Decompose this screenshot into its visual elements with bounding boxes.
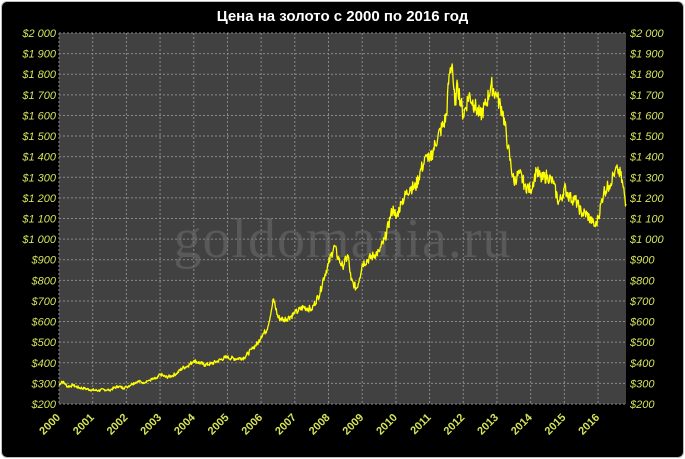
y-tick-label-right: $400 <box>629 358 655 370</box>
y-tick-label-right: $1 500 <box>629 131 665 143</box>
y-tick-label-left: $1 200 <box>21 193 57 205</box>
y-tick-label-right: $900 <box>629 255 655 267</box>
x-tick-label: 2015 <box>543 412 569 438</box>
y-tick-label-left: $2 000 <box>21 28 57 40</box>
x-tick-label: 2010 <box>374 412 400 438</box>
x-tick-label: 2006 <box>239 412 265 438</box>
y-tick-label-left: $1 500 <box>21 131 57 143</box>
y-tick-label-right: $1 400 <box>629 152 665 164</box>
watermark-text: goldomania.ru <box>173 208 511 270</box>
x-tick-label: 2008 <box>307 412 333 438</box>
y-tick-label-left: $1 300 <box>21 172 57 184</box>
y-tick-label-right: $1 000 <box>629 234 665 246</box>
y-tick-label-right: $300 <box>629 378 655 390</box>
y-tick-label-right: $1 800 <box>629 69 665 81</box>
x-tick-label: 2002 <box>105 412 131 438</box>
x-tick-label: 2012 <box>442 412 468 438</box>
y-tick-label-left: $1 100 <box>21 214 57 226</box>
x-tick-label: 2000 <box>37 412 63 438</box>
y-tick-label-right: $1 700 <box>629 90 665 102</box>
y-tick-label-right: $500 <box>629 337 655 349</box>
y-tick-label-left: $400 <box>31 358 57 370</box>
y-tick-label-left: $1 900 <box>21 49 57 61</box>
x-tick-label: 2016 <box>576 412 602 438</box>
x-tick-label: 2014 <box>509 411 535 437</box>
y-tick-label-right: $600 <box>629 317 655 329</box>
x-tick-label: 2009 <box>341 412 367 438</box>
y-tick-label-left: $700 <box>31 296 57 308</box>
y-tick-label-left: $600 <box>31 317 57 329</box>
gold-price-line <box>58 63 627 393</box>
y-tick-label-left: $500 <box>31 337 57 349</box>
y-tick-label-left: $900 <box>31 255 57 267</box>
y-tick-label-left: $1 800 <box>21 69 57 81</box>
x-tick-label: 2001 <box>71 412 97 438</box>
y-tick-label-right: $2 000 <box>629 28 665 40</box>
x-tick-label: 2007 <box>273 412 299 438</box>
y-tick-label-right: $200 <box>629 399 655 411</box>
y-tick-label-left: $1 700 <box>21 90 57 102</box>
y-tick-label-right: $1 600 <box>629 110 665 122</box>
y-tick-label-left: $300 <box>31 378 57 390</box>
y-tick-label-left: $1 000 <box>21 234 57 246</box>
y-tick-label-right: $1 300 <box>629 172 665 184</box>
y-tick-label-left: $1 400 <box>21 152 57 164</box>
x-tick-label: 2003 <box>138 412 164 438</box>
y-tick-label-right: $800 <box>629 275 655 287</box>
y-tick-label-left: $1 600 <box>21 110 57 122</box>
x-tick-label: 2005 <box>206 412 232 438</box>
x-tick-label: 2004 <box>172 411 198 437</box>
y-tick-label-right: $1 100 <box>629 214 665 226</box>
x-tick-label: 2011 <box>408 412 433 437</box>
y-tick-label-right: $1 200 <box>629 193 665 205</box>
y-tick-label-right: $1 900 <box>629 49 665 61</box>
y-tick-label-left: $200 <box>31 399 57 411</box>
y-tick-label-right: $700 <box>629 296 655 308</box>
y-tick-label-left: $800 <box>31 275 57 287</box>
x-tick-label: 2013 <box>475 412 501 438</box>
chart-title: Цена на золото с 2000 по 2016 год <box>216 8 469 25</box>
